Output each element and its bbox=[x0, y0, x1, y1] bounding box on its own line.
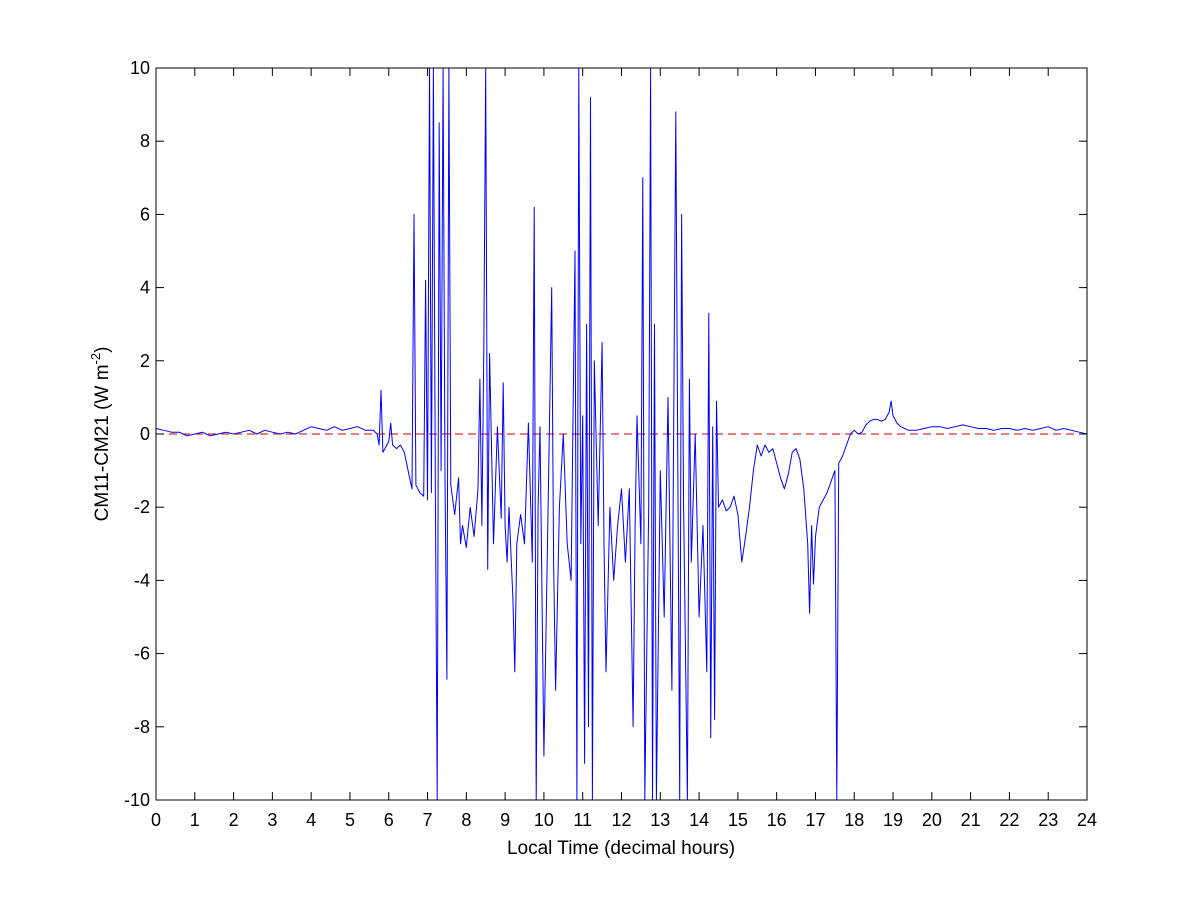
plot-area bbox=[156, 68, 1087, 800]
y-tick-label: -6 bbox=[134, 644, 150, 664]
x-tick-label: 7 bbox=[423, 810, 433, 830]
x-tick-label: 11 bbox=[573, 810, 592, 830]
x-tick-label: 6 bbox=[384, 810, 394, 830]
y-tick-label: -8 bbox=[134, 717, 150, 737]
series-line-0 bbox=[156, 68, 1087, 800]
x-tick-label: 0 bbox=[151, 810, 161, 830]
x-tick-label: 24 bbox=[1077, 810, 1097, 830]
x-tick-label: 14 bbox=[689, 810, 709, 830]
x-tick-label: 21 bbox=[961, 810, 981, 830]
x-tick-label: 18 bbox=[844, 810, 864, 830]
x-tick-label: 4 bbox=[306, 810, 316, 830]
x-tick-label: 2 bbox=[229, 810, 239, 830]
y-axis-label: CM11-CM21 (W m-2) bbox=[88, 347, 113, 522]
x-tick-label: 9 bbox=[500, 810, 510, 830]
y-tick-label: 6 bbox=[140, 204, 150, 224]
y-tick-label: -2 bbox=[134, 497, 150, 517]
x-tick-label: 20 bbox=[922, 810, 942, 830]
x-tick-label: 17 bbox=[805, 810, 825, 830]
x-tick-label: 5 bbox=[345, 810, 355, 830]
y-tick-label: -10 bbox=[124, 790, 150, 810]
y-tick-label: 0 bbox=[140, 424, 150, 444]
x-tick-label: 13 bbox=[650, 810, 670, 830]
x-tick-label: 16 bbox=[767, 810, 787, 830]
y-tick-label: 4 bbox=[140, 278, 150, 298]
x-tick-label: 15 bbox=[728, 810, 748, 830]
y-tick-label: 8 bbox=[140, 131, 150, 151]
x-axis-label: Local Time (decimal hours) bbox=[507, 838, 735, 859]
x-tick-label: 12 bbox=[611, 810, 631, 830]
x-tick-label: 3 bbox=[267, 810, 277, 830]
x-tick-label: 1 bbox=[190, 810, 200, 830]
x-tick-label: 19 bbox=[883, 810, 903, 830]
y-tick-label: 10 bbox=[130, 58, 150, 78]
x-tick-label: 10 bbox=[534, 810, 554, 830]
x-tick-label: 23 bbox=[1038, 810, 1058, 830]
y-tick-label: -4 bbox=[134, 570, 150, 590]
x-tick-label: 22 bbox=[999, 810, 1019, 830]
y-tick-label: 2 bbox=[140, 351, 150, 371]
x-tick-label: 8 bbox=[461, 810, 471, 830]
